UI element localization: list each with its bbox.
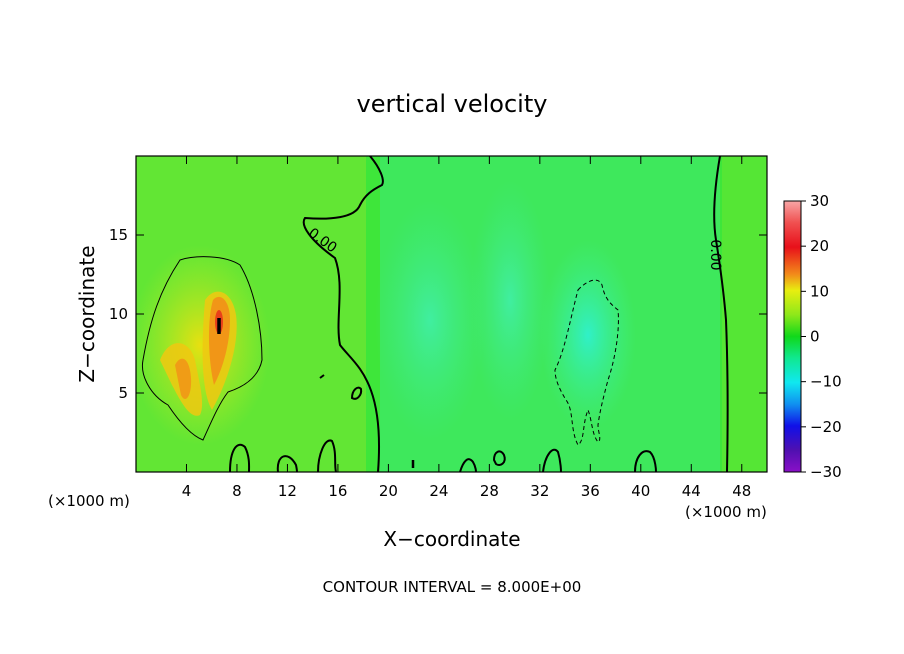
colorbar-tick-label: −30 [810,463,842,481]
zero-contour-small-3 [317,439,337,472]
zero-contour-updraft [141,256,263,441]
x-tick-label: 8 [232,482,242,500]
x-unit-right: (×1000 m) [685,503,767,521]
colorbar-tick-label: −10 [810,373,842,391]
colorbar-tick-label: 20 [810,237,829,255]
x-tick-label: 24 [429,482,448,500]
x-tick-label: 16 [328,482,347,500]
contour-label-right: 0.00 [707,239,723,270]
plot-area: 0.00 0.00 [136,156,767,472]
updraft-core-left [175,358,192,399]
x-tick-label: 12 [278,482,297,500]
y-axis: 5 10 15 [109,226,767,402]
contour-lines [141,156,729,472]
colorbar-gradient [783,200,802,473]
x-tick-label: 32 [530,482,549,500]
x-tick-label: 20 [379,482,398,500]
contour-label-group-2: 0.00 [707,239,723,270]
x-unit-left: (×1000 m) [48,492,130,510]
zero-contour-small-4 [459,458,477,472]
weak-downdraft-mid [470,180,550,420]
y-axis-label: Z−coordinate [75,245,99,382]
colorbar-tick-label: 0 [810,328,820,346]
y-tick-label: 5 [118,384,128,402]
colorbar-tick-label: 30 [810,192,829,210]
y-axis-label-group: Z−coordinate [75,245,99,382]
colorbar: 30 20 10 0 −10 −20 −30 [783,192,842,481]
x-axis: 4 8 12 16 20 24 28 32 36 40 44 48 [182,156,751,500]
colorbar-ticks: 30 20 10 0 −10 −20 −30 [801,192,842,481]
downdraft-core [540,240,636,430]
x-tick-label: 44 [682,482,701,500]
zero-contour-small-6 [542,448,562,472]
y-tick-label: 10 [109,305,128,323]
zero-contour-small-1 [229,443,251,472]
x-tick-label: 40 [631,482,650,500]
x-tick-label: 48 [732,482,751,500]
colorbar-tick-label: 10 [810,282,829,300]
zero-contour-dot-1 [319,374,325,379]
x-tick-label: 28 [480,482,499,500]
contour-interval-note: CONTOUR INTERVAL = 8.000E+00 [323,578,582,596]
zero-contour-mid [302,156,384,472]
zero-contour-small-8 [350,386,363,400]
zero-contour-small-7 [634,450,657,472]
colorbar-tick-label: −20 [810,418,842,436]
updraft-core [208,296,230,385]
zero-contour-east [713,156,729,472]
x-tick-label: 4 [182,482,192,500]
chart-title: vertical velocity [357,90,548,118]
weak-downdraft-west [375,200,485,440]
x-tick-label: 36 [581,482,600,500]
zero-contour-small-5 [492,450,506,466]
x-axis-label: X−coordinate [383,527,520,551]
y-tick-label: 15 [109,226,128,244]
